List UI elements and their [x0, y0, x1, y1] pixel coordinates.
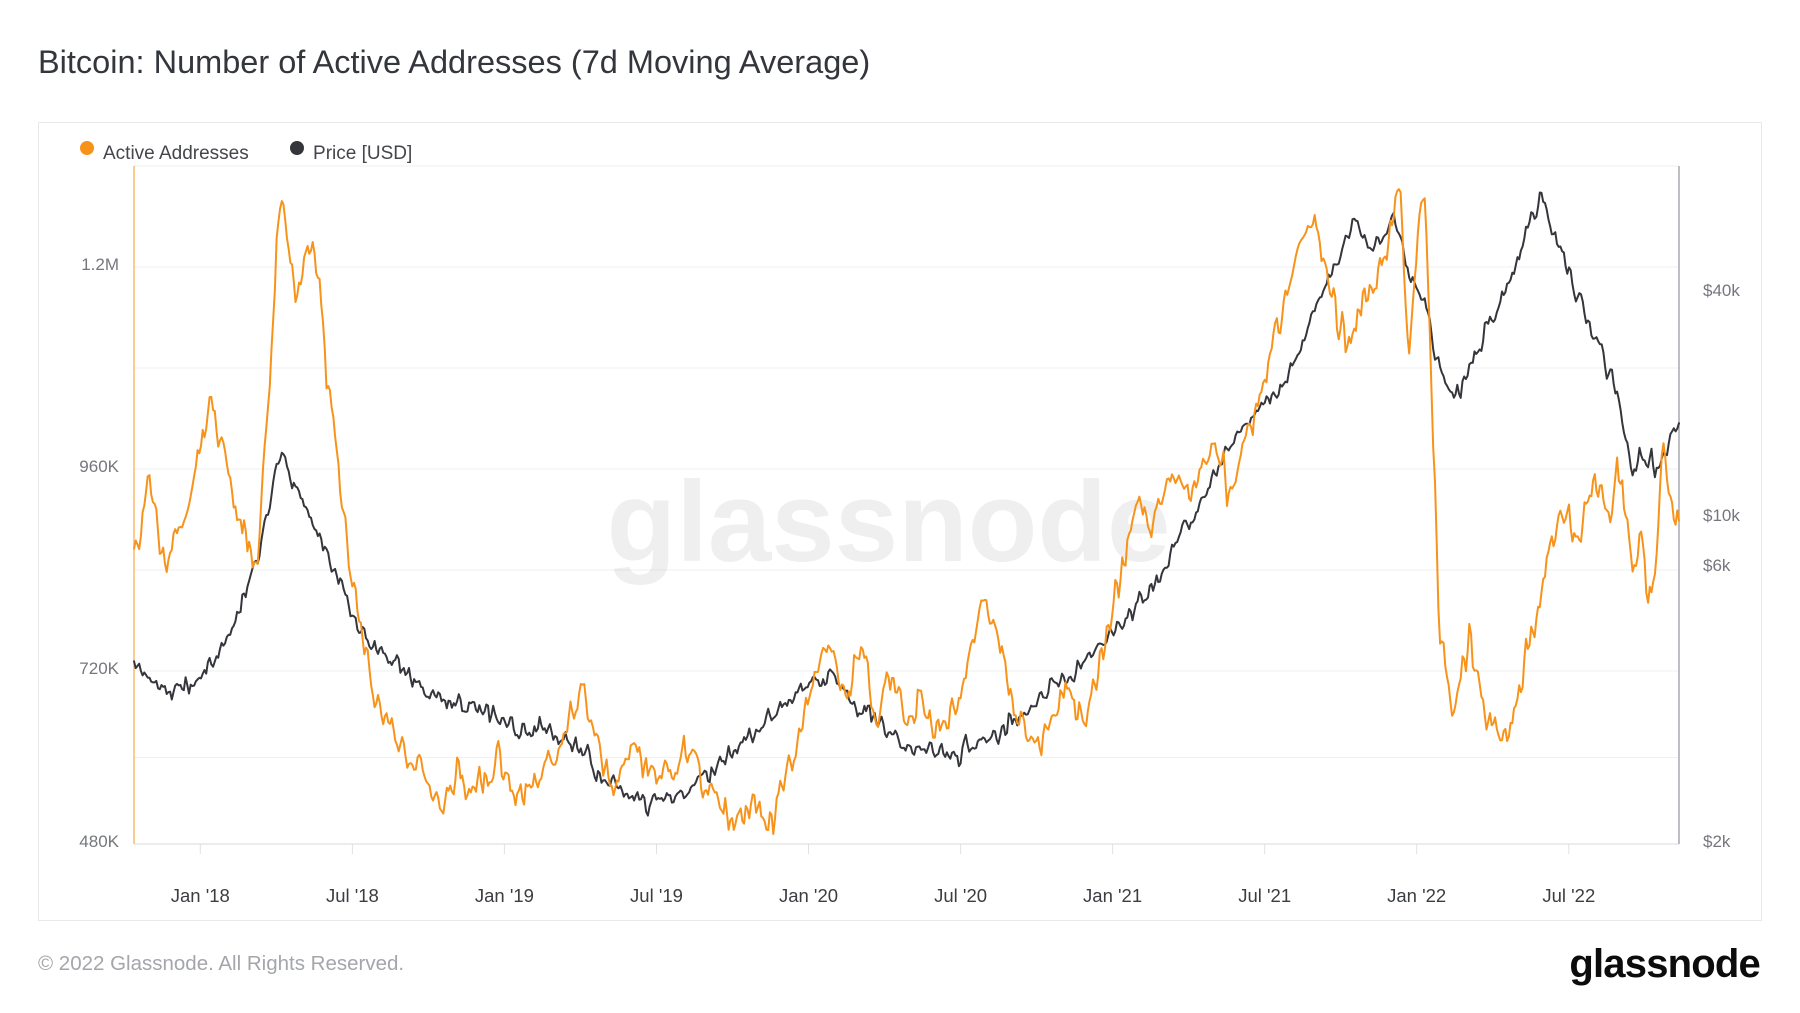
svg-text:glassnode: glassnode — [607, 459, 1171, 586]
